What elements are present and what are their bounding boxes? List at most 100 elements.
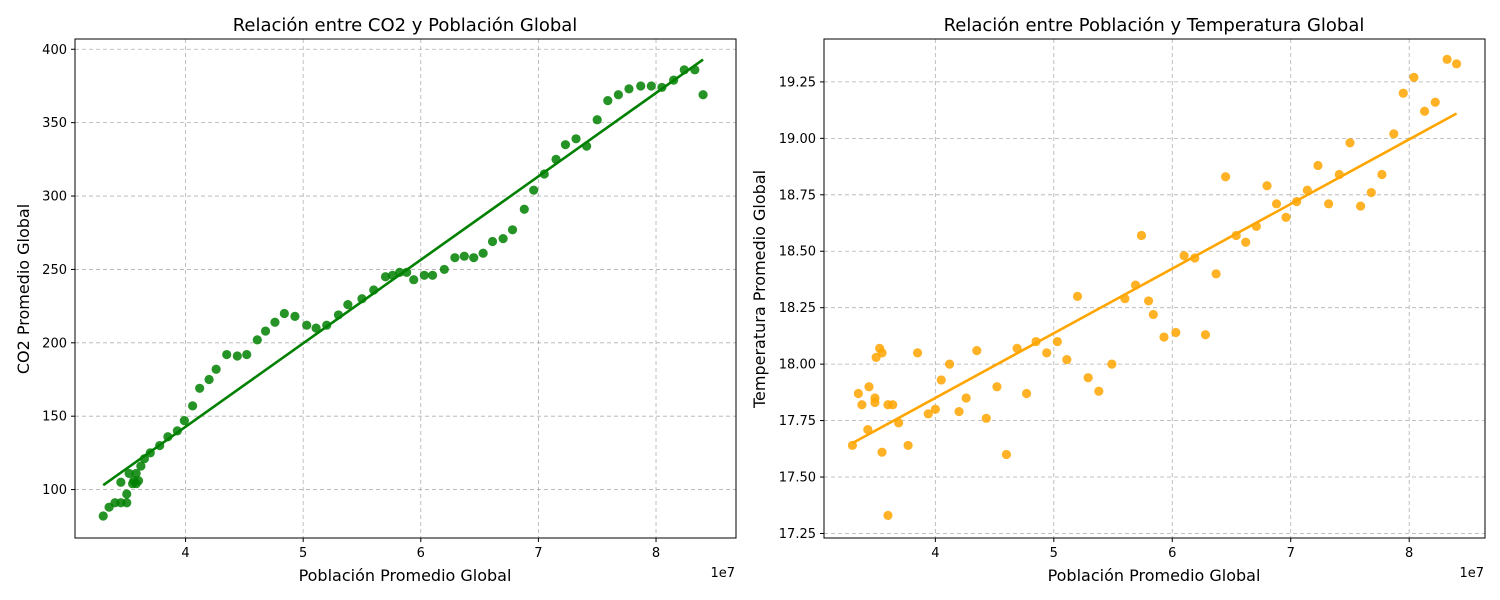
data-point bbox=[478, 248, 488, 258]
trend-line bbox=[102, 58, 704, 487]
data-point bbox=[992, 382, 1002, 392]
data-point bbox=[863, 425, 873, 435]
data-point bbox=[571, 134, 581, 144]
y-tick-label: 17.25 bbox=[779, 527, 816, 542]
data-point bbox=[864, 382, 874, 392]
data-point bbox=[603, 96, 613, 106]
data-point bbox=[380, 272, 391, 282]
data-point bbox=[498, 234, 508, 244]
y-tick-label: 17.50 bbox=[779, 471, 816, 486]
data-point bbox=[343, 300, 353, 310]
data-point bbox=[636, 81, 646, 91]
x-tick-label: 4 bbox=[181, 546, 189, 561]
data-point bbox=[270, 317, 280, 327]
data-point bbox=[1094, 386, 1104, 396]
data-point bbox=[116, 477, 126, 487]
data-point bbox=[122, 489, 132, 499]
data-point bbox=[1241, 237, 1251, 247]
data-point bbox=[961, 393, 971, 403]
x-axis-offset-label: 1e7 bbox=[1459, 566, 1484, 581]
data-point bbox=[188, 401, 198, 411]
y-tick-label: 18.25 bbox=[779, 301, 816, 316]
data-point bbox=[211, 364, 221, 374]
x-tick-label: 7 bbox=[534, 546, 542, 561]
data-point bbox=[1389, 129, 1399, 139]
x-axis-label: Población Promedio Global bbox=[1048, 566, 1261, 585]
data-point bbox=[870, 397, 880, 408]
data-point bbox=[624, 84, 634, 94]
data-point bbox=[1136, 230, 1147, 241]
data-point bbox=[1171, 327, 1181, 338]
x-tick-label: 5 bbox=[299, 546, 307, 561]
data-point bbox=[1262, 181, 1272, 191]
x-tick-label: 6 bbox=[417, 546, 425, 561]
data-point bbox=[1148, 309, 1158, 320]
y-axis-label: Temperatura Promedio Global bbox=[750, 170, 769, 409]
data-point bbox=[1345, 138, 1355, 148]
data-point bbox=[877, 447, 887, 457]
data-point bbox=[1419, 106, 1430, 116]
data-point bbox=[981, 413, 991, 423]
data-point bbox=[122, 498, 132, 508]
data-point bbox=[1409, 72, 1419, 82]
data-point bbox=[439, 264, 449, 275]
data-point bbox=[195, 383, 205, 393]
y-tick-label: 19.25 bbox=[779, 75, 816, 90]
data-point bbox=[409, 275, 419, 285]
data-point bbox=[613, 90, 623, 100]
data-point bbox=[1356, 201, 1366, 211]
data-point bbox=[302, 320, 312, 330]
trend-line bbox=[851, 112, 1458, 445]
data-point bbox=[1072, 291, 1083, 302]
data-point bbox=[1366, 187, 1376, 198]
data-point bbox=[853, 388, 863, 399]
data-point bbox=[232, 351, 242, 361]
data-point bbox=[1377, 169, 1387, 180]
data-point bbox=[912, 348, 923, 358]
data-point bbox=[179, 415, 189, 426]
data-point bbox=[204, 374, 214, 385]
chart-title: Relación entre Población y Temperatura G… bbox=[944, 15, 1365, 36]
data-point bbox=[529, 185, 539, 195]
data-point bbox=[1220, 172, 1231, 182]
x-axis-label: Población Promedio Global bbox=[299, 566, 512, 585]
data-point bbox=[419, 270, 429, 280]
plot-frame bbox=[74, 38, 737, 539]
y-tick-label: 400 bbox=[42, 43, 67, 58]
x-tick-label: 5 bbox=[1050, 546, 1058, 561]
data-point bbox=[1442, 54, 1452, 64]
data-point bbox=[1211, 269, 1221, 279]
data-point bbox=[560, 140, 571, 150]
data-point bbox=[592, 115, 602, 125]
data-point bbox=[459, 251, 469, 261]
y-tick-label: 19.00 bbox=[779, 132, 816, 147]
plot-frame bbox=[823, 38, 1486, 539]
data-point bbox=[311, 323, 321, 333]
y-tick-label: 18.50 bbox=[779, 245, 816, 260]
y-tick-label: 150 bbox=[42, 410, 67, 425]
x-tick-label: 7 bbox=[1287, 546, 1295, 561]
data-point bbox=[98, 511, 108, 521]
y-tick-label: 17.75 bbox=[779, 414, 816, 429]
y-tick-label: 200 bbox=[42, 336, 67, 351]
data-point bbox=[930, 404, 940, 414]
data-point bbox=[279, 308, 289, 319]
data-point bbox=[1042, 348, 1052, 358]
plot-area: 4 5 6 7 8 100 150 200 250 300 350 400 bbox=[42, 38, 737, 561]
data-point bbox=[1313, 160, 1323, 171]
data-point bbox=[1001, 449, 1012, 460]
data-point bbox=[519, 204, 529, 214]
y-tick-label: 250 bbox=[42, 263, 67, 278]
x-tick-label: 6 bbox=[1168, 546, 1176, 561]
data-point bbox=[1143, 296, 1154, 306]
y-tick-label: 100 bbox=[42, 483, 67, 498]
data-point bbox=[923, 409, 933, 419]
y-tick-label: 18.75 bbox=[779, 188, 816, 203]
data-point bbox=[888, 400, 898, 410]
data-point bbox=[1398, 88, 1408, 98]
chart-title: Relación entre CO2 y Población Global bbox=[233, 15, 578, 36]
data-point bbox=[242, 349, 252, 360]
plot-area: 4 5 6 7 8 17.25 17.50 17.75 18.00 18.25 18.50 18.75… bbox=[779, 38, 1486, 561]
data-point bbox=[857, 400, 867, 410]
